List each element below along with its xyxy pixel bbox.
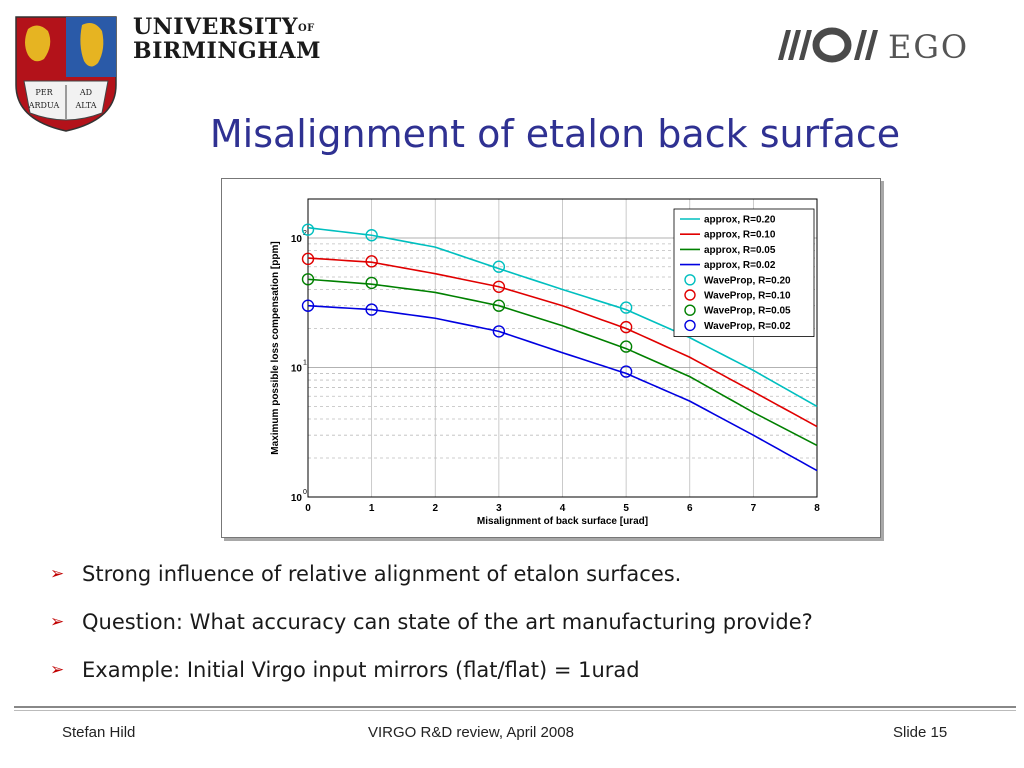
data-point-marker bbox=[619, 320, 633, 334]
x-axis-label: Misalignment of back surface [urad] bbox=[477, 516, 648, 527]
legend-label: approx, R=0.10 bbox=[704, 230, 776, 241]
bullet-text: Question: What accuracy can state of the… bbox=[82, 610, 813, 634]
data-point-marker bbox=[492, 325, 506, 338]
data-point-marker bbox=[619, 340, 633, 353]
x-tick-label: 8 bbox=[814, 503, 820, 514]
legend-label: WaveProp, R=0.10 bbox=[704, 291, 791, 302]
data-point-marker bbox=[365, 229, 378, 242]
series-line bbox=[307, 278, 818, 447]
data-point-marker bbox=[365, 303, 378, 316]
x-tick-label: 5 bbox=[623, 503, 629, 514]
x-tick-label: 4 bbox=[560, 503, 566, 514]
x-tick-label: 6 bbox=[687, 503, 693, 514]
university-of: OF bbox=[297, 23, 315, 34]
university-line2: BIRMINGHAM bbox=[133, 38, 321, 64]
legend-marker-swatch bbox=[684, 274, 696, 286]
y-tick-label: 10 bbox=[291, 234, 303, 245]
university-crest-logo: PER AD ARDUA ALTA bbox=[15, 16, 117, 132]
x-tick-label: 1 bbox=[369, 503, 375, 514]
footer-divider-thin bbox=[14, 710, 1016, 711]
y-tick-label: 10 bbox=[291, 493, 303, 504]
x-tick-label: 7 bbox=[751, 503, 757, 514]
crest-motto-3: ARDUA bbox=[28, 101, 60, 110]
ego-logo: EGO bbox=[778, 27, 969, 66]
chart-frame: 0 1 2 3 4 5 6 7 8 10 0 10 1 10 2 Misalignment of back s… bbox=[221, 178, 881, 538]
bullet-list: ➢ Strong influence of relative alignment … bbox=[46, 556, 813, 700]
data-point-marker bbox=[301, 252, 315, 266]
arrow-bullet-icon: ➢ bbox=[50, 564, 65, 584]
data-point-marker bbox=[365, 276, 378, 290]
footer-slide-number: Slide 15 bbox=[893, 724, 948, 741]
mermaid-icon bbox=[80, 23, 104, 67]
data-point-marker bbox=[301, 299, 315, 312]
y-tick-label: 10 bbox=[291, 363, 303, 374]
series-line bbox=[307, 257, 818, 428]
y-axis-label: Maximum possible loss compensation [ppm] bbox=[270, 241, 281, 454]
lion-icon bbox=[25, 25, 51, 62]
plot-border bbox=[307, 198, 818, 498]
y-tick-exponent: 1 bbox=[303, 359, 307, 366]
bullet-item: ➢ Strong influence of relative alignment … bbox=[46, 556, 813, 604]
y-tick-exponent: 0 bbox=[303, 489, 307, 496]
data-point-marker bbox=[365, 255, 378, 268]
footer-divider bbox=[14, 706, 1016, 708]
legend-marker-swatch bbox=[684, 289, 696, 301]
arrow-bullet-icon: ➢ bbox=[50, 660, 65, 680]
data-point-marker bbox=[492, 299, 506, 312]
legend-label: approx, R=0.02 bbox=[704, 260, 776, 271]
legend-label: WaveProp, R=0.05 bbox=[704, 306, 791, 317]
university-name: UNIVERSITYOF BIRMINGHAM bbox=[133, 15, 321, 63]
data-point-marker bbox=[619, 365, 633, 378]
university-line1: UNIVERSITY bbox=[133, 14, 298, 40]
ego-logo-text: EGO bbox=[888, 28, 969, 66]
bullet-text: Example: Initial Virgo input mirrors (fl… bbox=[82, 658, 640, 682]
bullet-item: ➢ Example: Initial Virgo input mirrors (f… bbox=[46, 652, 813, 700]
legend-label: WaveProp, R=0.20 bbox=[704, 275, 791, 286]
series-line bbox=[307, 226, 818, 408]
legend-label: approx, R=0.20 bbox=[704, 215, 776, 226]
bullet-text: Strong influence of relative alignment o… bbox=[82, 562, 682, 586]
bullet-item: ➢ Question: What accuracy can state of th… bbox=[46, 604, 813, 652]
x-tick-label: 3 bbox=[496, 503, 502, 514]
legend-marker-swatch bbox=[684, 304, 696, 316]
x-tick-label: 2 bbox=[432, 503, 438, 514]
slide-title: Misalignment of etalon back surface bbox=[209, 112, 901, 156]
data-point-marker bbox=[492, 260, 506, 273]
footer-event: VIRGO R&D review, April 2008 bbox=[368, 724, 574, 741]
arrow-bullet-icon: ➢ bbox=[50, 612, 65, 632]
series-line bbox=[307, 304, 818, 472]
crest-motto-2: AD bbox=[79, 88, 92, 97]
data-point-marker bbox=[619, 301, 633, 314]
legend-box bbox=[673, 208, 815, 337]
footer-author: Stefan Hild bbox=[62, 724, 136, 741]
data-point-marker bbox=[492, 280, 506, 293]
data-point-marker bbox=[301, 273, 315, 286]
legend-marker-swatch bbox=[684, 319, 696, 332]
legend-label: approx, R=0.05 bbox=[704, 245, 776, 256]
data-point-marker bbox=[301, 223, 315, 236]
crest-motto-1: PER bbox=[35, 88, 53, 97]
x-tick-label: 0 bbox=[305, 503, 311, 514]
crest-motto-4: ALTA bbox=[74, 101, 96, 110]
legend-label: WaveProp, R=0.02 bbox=[704, 321, 791, 332]
